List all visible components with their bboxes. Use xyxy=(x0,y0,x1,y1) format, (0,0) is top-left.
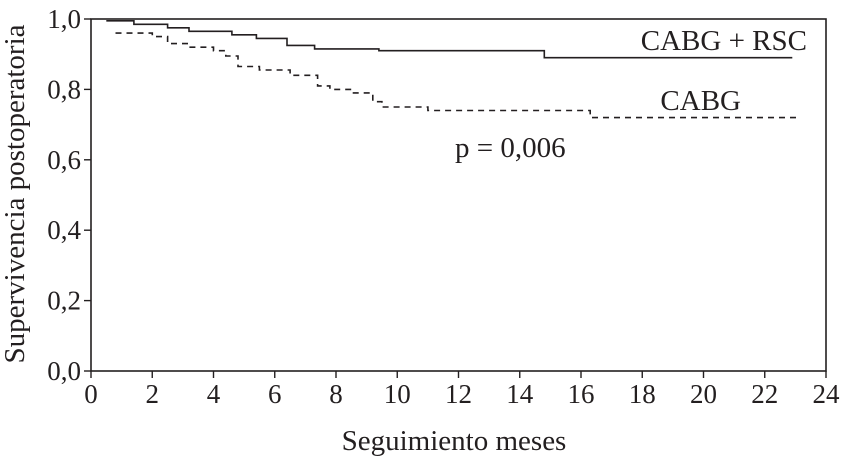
x-tick-label: 4 xyxy=(207,379,221,409)
y-tick-label: 0,0 xyxy=(47,356,81,386)
x-tick-label: 2 xyxy=(146,379,160,409)
x-tick-label: 0 xyxy=(84,379,98,409)
y-tick-label: 0,4 xyxy=(47,215,81,245)
y-tick-label: 1,0 xyxy=(47,4,81,34)
x-tick-label: 10 xyxy=(384,379,411,409)
y-axis-title: Supervivencia postoperatoria xyxy=(0,24,31,363)
x-tick-label: 24 xyxy=(813,379,841,409)
series-layer xyxy=(106,20,799,119)
x-tick-label: 20 xyxy=(690,379,717,409)
series-line-0 xyxy=(106,20,793,59)
y-tick-label: 0,8 xyxy=(47,74,81,104)
x-tick-label: 12 xyxy=(445,379,472,409)
y-tick-label: 0,6 xyxy=(47,145,81,175)
x-tick-label: 18 xyxy=(629,379,656,409)
x-tick-label: 8 xyxy=(329,379,343,409)
series-label-cabg-rsc: CABG + RSC xyxy=(641,25,807,57)
x-tick-label: 22 xyxy=(751,379,778,409)
axes: 0 2 4 6 8 10 12 14 16 18 20 22 240,00,20,40,60,81,0 xyxy=(47,4,840,409)
x-tick-label: 14 xyxy=(506,379,534,409)
p-value-annotation: p = 0,006 xyxy=(455,132,566,164)
series-label-cabg: CABG xyxy=(660,85,741,117)
y-tick-label: 0,2 xyxy=(47,286,81,316)
series-line-1 xyxy=(115,32,799,119)
x-tick-label: 16 xyxy=(568,379,595,409)
plot-frame xyxy=(90,18,827,372)
x-axis-title: Seguimiento meses xyxy=(342,425,567,457)
labels-layer: CABG + RSC CABG p = 0,006 Seguimiento me… xyxy=(0,24,807,457)
x-tick-label: 6 xyxy=(268,379,282,409)
